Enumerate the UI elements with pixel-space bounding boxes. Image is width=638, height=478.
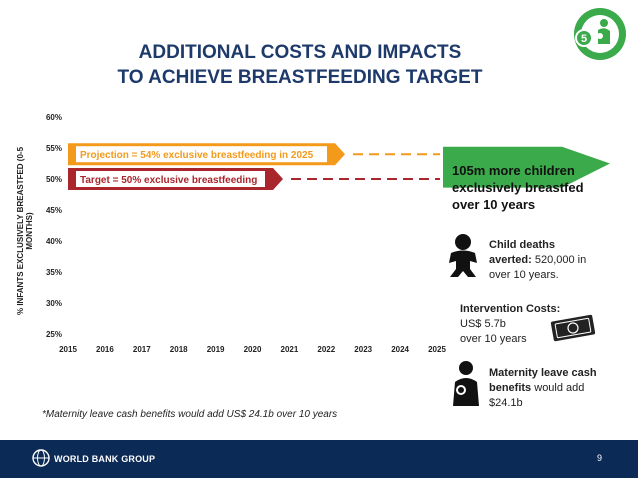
intervention-costs-label: Intervention Costs:	[460, 303, 561, 315]
bar-label: Projection = 54% exclusive breastfeeding…	[80, 150, 314, 161]
x-tick-label: 2021	[281, 345, 299, 354]
y-tick-label: 40%	[46, 237, 62, 246]
y-axis-label: % INFANTS EXCLUSIVELY BREASTFED (0-5 MON…	[16, 146, 34, 316]
y-tick-label: 45%	[46, 206, 62, 215]
title-line-2: TO ACHIEVE BREASTFEEDING TARGET	[117, 67, 483, 88]
children-breastfed-callout: 105m more children exclusively breastfed…	[452, 162, 584, 213]
child-deaths-label: Child deaths averted:	[489, 239, 556, 266]
mother-baby-icon	[597, 19, 610, 44]
y-tick-label: 30%	[46, 299, 62, 308]
intervention-costs-period: over 10 years	[460, 333, 527, 345]
child-deaths-value: 520,000 in over 10 years.	[489, 254, 587, 281]
y-tick-label: 35%	[46, 268, 62, 277]
callout-line-1: 105m more children	[452, 163, 575, 178]
x-tick-label: 2018	[170, 345, 188, 354]
callout-line-3: over 10 years	[452, 197, 536, 212]
intervention-costs-amount: US$ 5.7b	[460, 318, 506, 330]
bar-label-box	[76, 171, 265, 187]
x-tick-label: 2023	[354, 345, 372, 354]
maternity-leave-value: would add $24.1b	[489, 382, 585, 409]
x-tick-label: 2017	[133, 345, 151, 354]
callout-line-2: exclusively breastfed	[452, 180, 584, 195]
footer-bar: WORLD BANK GROUP 9	[0, 440, 638, 478]
y-tick-label: 55%	[46, 144, 62, 153]
x-tick-label: 2019	[207, 345, 225, 354]
baby-icon	[449, 234, 477, 277]
y-tick-label: 50%	[46, 175, 62, 184]
x-tick-label: 2020	[244, 345, 262, 354]
world-bank-group-logo: WORLD BANK GROUP	[54, 454, 156, 464]
footnote: *Maternity leave cash benefits would add…	[42, 409, 338, 420]
x-tick-label: 2022	[317, 345, 335, 354]
mother-baby-icon	[453, 361, 479, 406]
bar-label: Target = 50% exclusive breastfeeding	[80, 175, 257, 186]
money-icon	[550, 314, 596, 342]
logo-number-badge	[575, 29, 593, 47]
x-tick-label: 2025	[428, 345, 446, 354]
page-title: ADDITIONAL COSTS AND IMPACTS TO ACHIEVE …	[80, 40, 520, 90]
logo-number: 5	[581, 33, 587, 45]
maternity-leave-label: Maternity leave cash benefits	[489, 367, 597, 394]
y-tick-label: 25%	[46, 330, 62, 339]
callout-arrow	[443, 146, 610, 188]
child-deaths-info: Child deaths averted: 520,000 in over 10…	[489, 238, 599, 283]
x-tick-label: 2024	[391, 345, 409, 354]
maternity-leave-info: Maternity leave cash benefits would add …	[489, 366, 609, 411]
title-line-1: ADDITIONAL COSTS AND IMPACTS	[138, 42, 462, 63]
bar-label-box	[76, 146, 327, 163]
intervention-costs-info: Intervention Costs: US$ 5.7b over 10 yea…	[460, 302, 570, 347]
x-tick-label: 2016	[96, 345, 114, 354]
chart: 25% 30% 35% 40% 45% 50% 55% 60% 2015 2016 2017 2018…	[46, 113, 610, 354]
sdg-logo: 5	[574, 8, 626, 60]
globe-icon	[32, 449, 50, 467]
y-tick-label: 60%	[46, 113, 62, 122]
x-tick-label: 2015	[59, 345, 77, 354]
page-number: 9	[596, 453, 602, 463]
